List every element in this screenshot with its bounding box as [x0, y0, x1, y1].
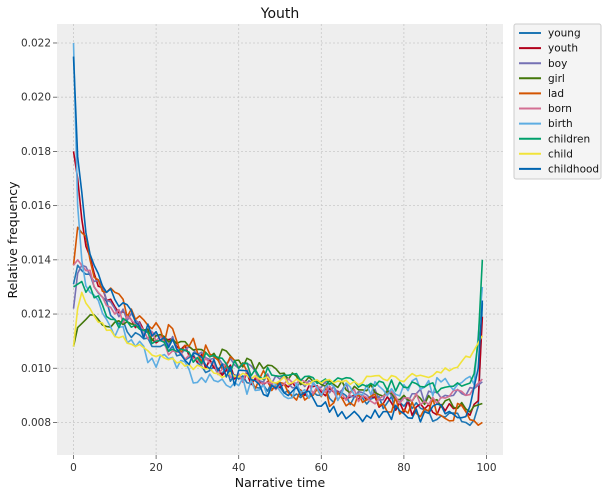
chart-title: Youth: [260, 6, 300, 22]
y-tick-label: 0.010: [21, 363, 51, 375]
x-axis-label: Narrative time: [235, 475, 326, 490]
legend-label-born: born: [548, 103, 572, 115]
legend-label-youth: youth: [548, 43, 578, 55]
y-axis: 0.008 0.010 0.012 0.014 0.016 0.018 0.020 0.022: [21, 37, 57, 429]
legend-label-lad: lad: [548, 88, 564, 100]
x-tick-label: 100: [476, 462, 496, 474]
y-axis-label: Relative frequency: [5, 181, 20, 299]
x-tick-label: 80: [397, 462, 410, 474]
legend-label-boy: boy: [548, 58, 567, 70]
legend-label-birth: birth: [548, 118, 573, 130]
legend-label-child: child: [548, 148, 573, 160]
y-tick-label: 0.014: [21, 254, 51, 266]
series-line-lad: [72, 226, 483, 426]
y-tick-label: 0.016: [21, 200, 51, 212]
y-tick-label: 0.020: [21, 92, 51, 104]
legend-label-children: children: [548, 133, 590, 145]
y-tick-label: 0.022: [21, 37, 51, 49]
series-line-childhood: [72, 56, 484, 423]
series-line-birth: [72, 42, 484, 402]
legend-label-childhood: childhood: [548, 164, 599, 176]
series-layer: [72, 42, 484, 427]
x-axis: 0 20 40 60 80 100: [70, 455, 497, 474]
x-tick-label: 60: [315, 462, 328, 474]
x-tick-label: 20: [149, 462, 162, 474]
series-line-child: [72, 291, 484, 386]
x-tick-label: 0: [70, 462, 77, 474]
y-tick-label: 0.012: [21, 309, 51, 321]
y-tick-label: 0.008: [21, 417, 51, 429]
legend-label-young: young: [548, 28, 581, 40]
legend-label-girl: girl: [548, 73, 565, 85]
y-tick-label: 0.018: [21, 146, 51, 158]
legend: young youth boy girl lad born birth children chi…: [513, 23, 602, 180]
x-tick-label: 40: [232, 462, 245, 474]
